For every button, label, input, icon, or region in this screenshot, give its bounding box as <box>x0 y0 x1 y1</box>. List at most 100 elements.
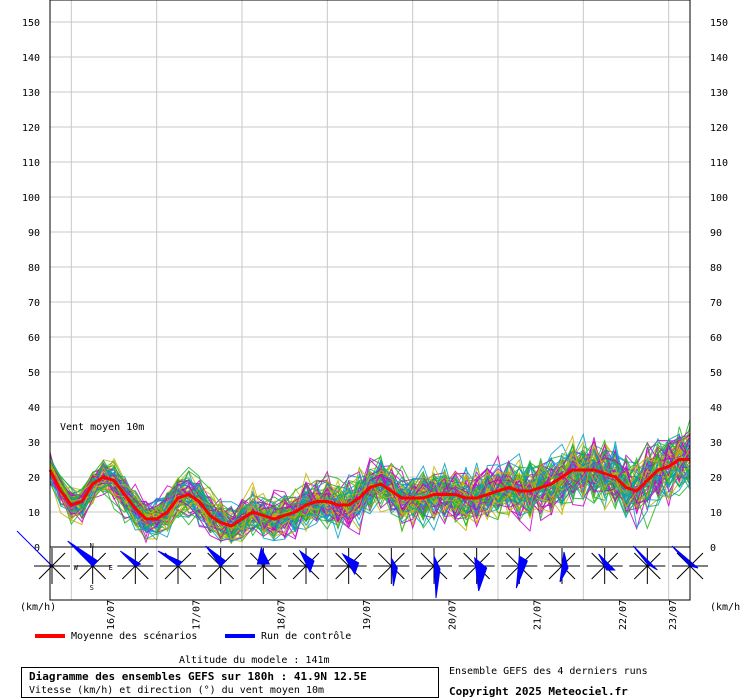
ensemble-member-line <box>49 434 691 542</box>
footer-title: Diagramme des ensembles GEFS sur 180h : … <box>29 670 367 683</box>
y-tick-label-right: 120 <box>710 123 728 134</box>
y-unit-right: (km/h) <box>710 602 740 613</box>
x-tick-label: 19/07 <box>362 600 373 630</box>
wind-direction-wedge <box>298 549 315 574</box>
wind-rose-axis <box>335 552 363 580</box>
wind-direction-wedge <box>67 540 99 567</box>
wind-rose <box>67 540 111 584</box>
y-tick-label-right: 40 <box>710 403 722 414</box>
wind-direction-row: N S E W <box>16 530 708 599</box>
y-tick-label-left: 0 <box>34 543 40 554</box>
ensemble-member-line <box>49 457 691 544</box>
y-tick-label-left: 120 <box>22 123 40 134</box>
wind-rose <box>202 545 239 584</box>
wind-rose <box>117 548 154 584</box>
x-tick-label: 16/07 <box>106 600 117 630</box>
y-tick-label-right: 20 <box>710 473 722 484</box>
wind-rose-compass-label: E <box>109 564 113 572</box>
ensemble-member-line <box>49 426 691 540</box>
y-tick-label-left: 20 <box>28 473 40 484</box>
y-tick-label-left: 100 <box>22 193 40 204</box>
x-tick-label: 22/07 <box>618 600 629 630</box>
wind-rose <box>586 548 623 584</box>
legend-mean-swatch <box>35 634 65 638</box>
y-tick-label-right: 80 <box>710 263 722 274</box>
x-axis-ticks: 16/07 17/07 18/07 19/07 20/07 21/07 22/07 23/07 <box>106 600 679 630</box>
ensemble-member-line <box>49 455 691 526</box>
wind-rose <box>501 548 538 589</box>
legend-control: Run de contrôle <box>225 631 351 642</box>
ensemble-note: Ensemble GEFS des 4 derniers runs <box>449 666 648 677</box>
wind-direction-wedge <box>390 557 398 587</box>
x-tick-label: 17/07 <box>191 600 202 630</box>
x-tick-label: 23/07 <box>668 600 679 630</box>
wind-rose <box>544 548 580 584</box>
y-tick-label-left: 140 <box>22 53 40 64</box>
y-tick-label-right: 70 <box>710 298 722 309</box>
wind-direction-wedge <box>157 550 183 567</box>
y-tick-label-left: 80 <box>28 263 40 274</box>
y-tick-label-left: 50 <box>28 368 40 379</box>
wind-direction-wedge <box>515 555 528 589</box>
annotation-label: Vent moyen 10m <box>60 422 144 433</box>
y-tick-label-right: 130 <box>710 88 728 99</box>
copyright: Copyright 2025 Meteociel.fr <box>449 685 628 698</box>
wind-direction-wedge <box>474 556 488 592</box>
wind-direction-wedge <box>598 553 616 571</box>
ensemble-chart: 0 0 10 10 20 20 30 30 40 40 50 50 60 60 70 70 80 80 90 90 10… <box>16 0 740 630</box>
y-tick-label-right: 0 <box>710 543 716 554</box>
wind-direction-wedge <box>119 550 142 567</box>
mean-series <box>48 458 690 528</box>
y-tick-label-right: 100 <box>710 193 728 204</box>
ensemble-member-line <box>49 453 691 536</box>
wind-rose <box>416 548 452 599</box>
x-tick-label: 20/07 <box>447 600 458 630</box>
y-tick-label-left: 60 <box>28 333 40 344</box>
wind-rose-compass-label: W <box>74 564 79 572</box>
y-tick-label-right: 90 <box>710 228 722 239</box>
y-tick-label-left: 40 <box>28 403 40 414</box>
wind-rose-axis <box>249 552 277 580</box>
y-tick-label-left: 110 <box>22 158 40 169</box>
ensemble-member-line <box>49 454 691 528</box>
ensemble-member-line <box>49 451 691 531</box>
x-tick-label: 21/07 <box>533 600 544 630</box>
wind-direction-wedge <box>16 530 53 567</box>
wind-direction-wedge <box>671 545 699 569</box>
y-tick-label-right: 140 <box>710 53 728 64</box>
wind-direction-wedge <box>632 545 658 571</box>
wind-rose-compass-label: N <box>90 542 94 550</box>
plot-border <box>49 0 691 601</box>
x-tick-label: 18/07 <box>277 600 288 630</box>
mean-line <box>48 458 690 528</box>
y-tick-label-right: 10 <box>710 508 722 519</box>
wind-direction-wedge <box>559 551 569 583</box>
ensemble-member-line <box>49 433 691 536</box>
ensemble-member-line <box>49 443 691 540</box>
y-tick-label-left: 130 <box>22 88 40 99</box>
wind-rose-axis <box>633 552 661 580</box>
wind-rose <box>330 548 367 584</box>
y-tick-label-left: 10 <box>28 508 40 519</box>
wind-rose <box>245 546 282 584</box>
wind-rose <box>373 548 410 587</box>
y-tick-label-left: 150 <box>22 18 40 29</box>
y-tick-label-right: 30 <box>710 438 722 449</box>
ensemble-member-line <box>49 436 691 529</box>
y-unit-left: (km/h) <box>20 602 56 613</box>
ensemble-member-line <box>49 434 691 541</box>
wind-rose <box>629 545 666 584</box>
wind-direction-wedge <box>256 546 271 565</box>
y-tick-label-right: 150 <box>710 18 728 29</box>
legend-control-label: Run de contrôle <box>261 631 352 642</box>
y-tick-label-right: 110 <box>710 158 728 169</box>
wind-rose <box>157 548 196 584</box>
legend-mean-label: Moyenne des scénarios <box>71 631 198 642</box>
y-tick-label-left: 90 <box>28 228 40 239</box>
wind-rose-compass-label: S <box>90 584 94 592</box>
wind-direction-wedge <box>433 555 441 599</box>
y-tick-label-right: 50 <box>710 368 722 379</box>
wind-rose-axis <box>377 552 405 580</box>
y-axis-ticks: 0 0 10 10 20 20 30 30 40 40 50 50 60 60 70 70 80 80 90 90 10… <box>22 18 728 554</box>
wind-direction-wedge <box>341 552 360 576</box>
